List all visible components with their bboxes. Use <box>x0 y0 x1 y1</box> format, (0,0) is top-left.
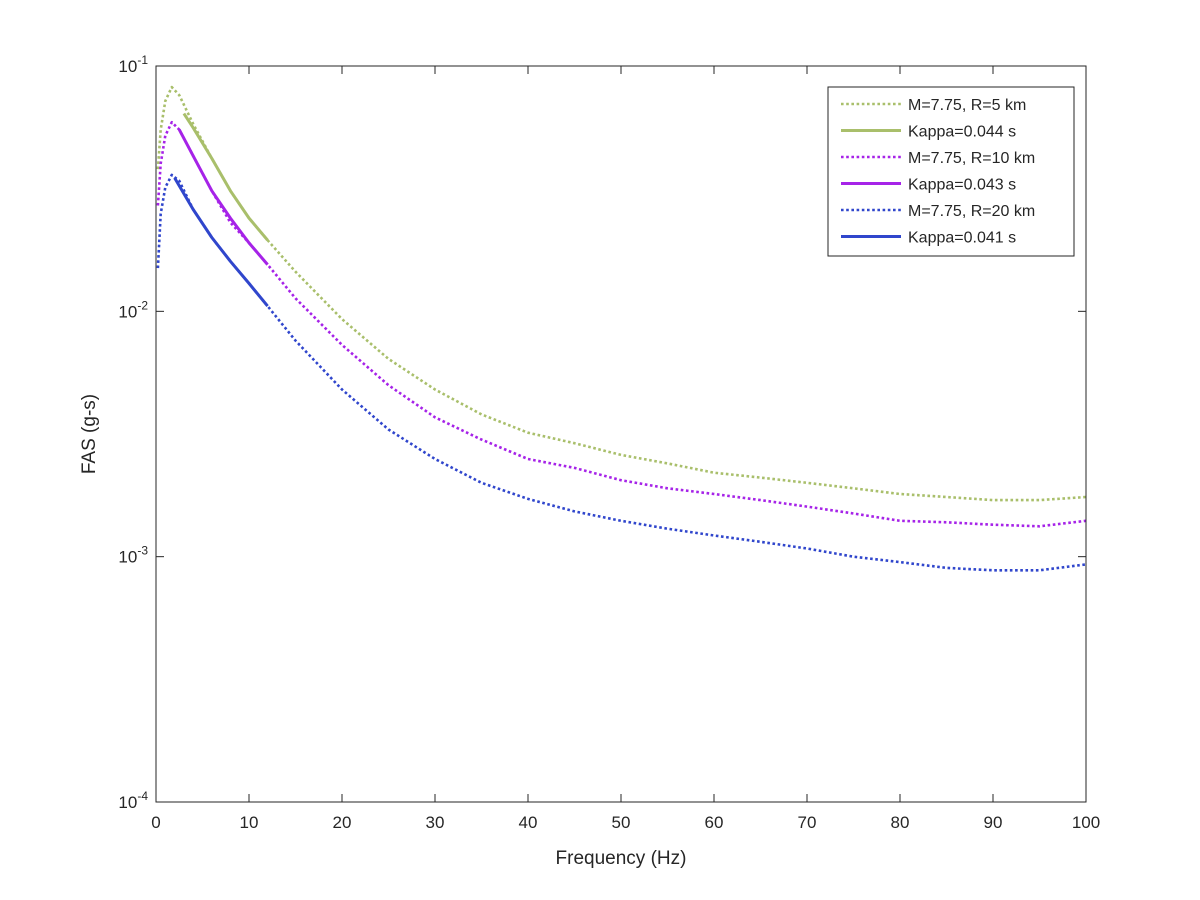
x-tick-label: 70 <box>798 813 817 832</box>
series-line-4 <box>177 128 269 266</box>
legend-label: M=7.75, R=10 km <box>908 150 1035 167</box>
x-tick-label: 20 <box>333 813 352 832</box>
series-line-6 <box>173 177 269 308</box>
series-line-1 <box>156 85 1087 502</box>
x-tick-label: 50 <box>612 813 631 832</box>
legend-label: Kappa=0.044 s <box>908 124 1016 141</box>
legend-label: M=7.75, R=20 km <box>908 203 1035 220</box>
legend: M=7.75, R=5 km Kappa=0.044 s M=7.75, R=10 … <box>827 86 1075 257</box>
x-tick-label: 40 <box>519 813 538 832</box>
legend-label: Kappa=0.043 s <box>908 177 1016 194</box>
legend-label: M=7.75, R=5 km <box>908 97 1026 114</box>
x-tick-label: 10 <box>240 813 259 832</box>
series-layer <box>156 85 1087 572</box>
x-tick-label: 0 <box>151 813 160 832</box>
y-axis-label: FAS (g-s) <box>79 394 100 474</box>
y-tick-label: 10-2 <box>118 298 148 321</box>
y-tick-label: 10-4 <box>118 789 148 812</box>
x-tick-label: 30 <box>426 813 445 832</box>
x-tick-label: 80 <box>891 813 910 832</box>
y-tick-label: 10-3 <box>118 544 148 567</box>
y-tick-label: 10-1 <box>118 53 148 76</box>
axis-ticks: 0 10 20 30 40 50 60 70 80 90 100 10-4 10-3 10-2 10-1 <box>118 53 1100 832</box>
legend-label: Kappa=0.041 s <box>908 230 1016 247</box>
legend-box <box>827 86 1075 257</box>
x-tick-label: 100 <box>1072 813 1100 832</box>
series-line-2 <box>182 112 269 242</box>
x-tick-label: 90 <box>984 813 1003 832</box>
x-axis-label: Frequency (Hz) <box>556 848 687 869</box>
x-tick-label: 60 <box>705 813 724 832</box>
